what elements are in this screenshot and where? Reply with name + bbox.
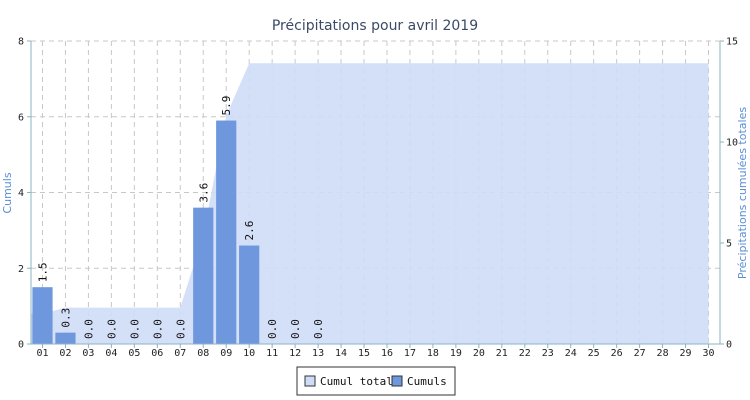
data-label: 0.0: [82, 319, 95, 339]
y2-tick-label: 0: [726, 340, 732, 351]
cumulative-total-area: [31, 63, 709, 344]
cumulative-total-area-shape: [31, 63, 709, 344]
data-labels: 1.5 0.3 0.0 0.0 0.0 0.0 0.0 3.6 5.9 2.6 0.0 0.0 0.0: [36, 96, 325, 339]
y-tick-label: 8: [18, 37, 24, 48]
y2-tick-label: 10: [726, 138, 738, 149]
x-tick-label: 18: [427, 348, 439, 359]
y2-tick-label: 15: [726, 37, 738, 48]
data-label: 1.5: [36, 262, 49, 282]
data-label: 2.6: [243, 221, 256, 241]
legend-label-cumul-total: Cumul total: [320, 375, 393, 388]
legend-box: [296, 366, 456, 396]
x-tick-label: 01: [36, 348, 48, 359]
y-axis-title: Cumuls: [1, 172, 14, 213]
data-label: 0.0: [151, 319, 164, 339]
x-tick-label: 25: [588, 348, 600, 359]
data-label: 0.0: [312, 319, 325, 339]
data-label: 0.0: [105, 319, 118, 339]
data-label: 0.0: [266, 319, 279, 339]
x-tick-label: 19: [450, 348, 462, 359]
x-tick-label: 29: [680, 348, 692, 359]
data-label: 5.9: [220, 96, 233, 116]
y-tick-label: 0: [18, 340, 24, 351]
x-tick-label: 24: [565, 348, 577, 359]
x-tick-label: 06: [151, 348, 163, 359]
data-label: 0.3: [59, 308, 72, 328]
x-tick-label: 13: [312, 348, 324, 359]
bar: [216, 120, 237, 344]
x-tick-label: 26: [611, 348, 623, 359]
data-label: 3.6: [197, 183, 210, 203]
y2-tick-label: 5: [726, 239, 732, 250]
data-label: 0.0: [289, 319, 302, 339]
bar: [193, 207, 214, 344]
x-tick-label: 15: [358, 348, 370, 359]
x-tick-label: 07: [174, 348, 186, 359]
legend-swatch-cumul-total: [304, 375, 316, 387]
x-tick-label: 14: [335, 348, 347, 359]
x-tick-label: 10: [243, 348, 255, 359]
x-tick-label: 16: [381, 348, 393, 359]
x-tick-label: 04: [105, 348, 117, 359]
x-tick-label: 03: [82, 348, 94, 359]
data-label: 0.0: [174, 319, 187, 339]
y2-axis-title: Précipitations cumulées totales: [736, 107, 749, 279]
x-tick-label: 09: [220, 348, 232, 359]
bar: [55, 332, 76, 344]
x-tick-label: 12: [289, 348, 301, 359]
x-tick-label: 11: [266, 348, 278, 359]
x-tick-label: 28: [657, 348, 669, 359]
y-tick-label: 2: [18, 264, 24, 275]
x-tick-label: 05: [128, 348, 140, 359]
legend-label-cumuls: Cumuls: [407, 375, 447, 388]
bar: [32, 287, 53, 344]
legend-swatch-cumuls: [391, 375, 403, 387]
x-tick-label: 27: [634, 348, 646, 359]
bar: [239, 245, 260, 344]
chart-title: Précipitations pour avril 2019: [272, 18, 478, 34]
x-tick-label: 02: [59, 348, 71, 359]
legend: Cumul total Cumuls: [296, 366, 456, 396]
daily-bars: [32, 120, 260, 344]
x-tick-label: 08: [197, 348, 209, 359]
x-tick-label: 23: [542, 348, 554, 359]
x-tick-label: 30: [702, 348, 714, 359]
x-tick-label: 22: [519, 348, 531, 359]
y-tick-label: 4: [18, 188, 24, 199]
x-tick-label: 17: [404, 348, 416, 359]
data-label: 0.0: [128, 319, 141, 339]
x-tick-label: 21: [496, 348, 508, 359]
y-tick-label: 6: [18, 112, 24, 123]
x-tick-label: 20: [473, 348, 485, 359]
